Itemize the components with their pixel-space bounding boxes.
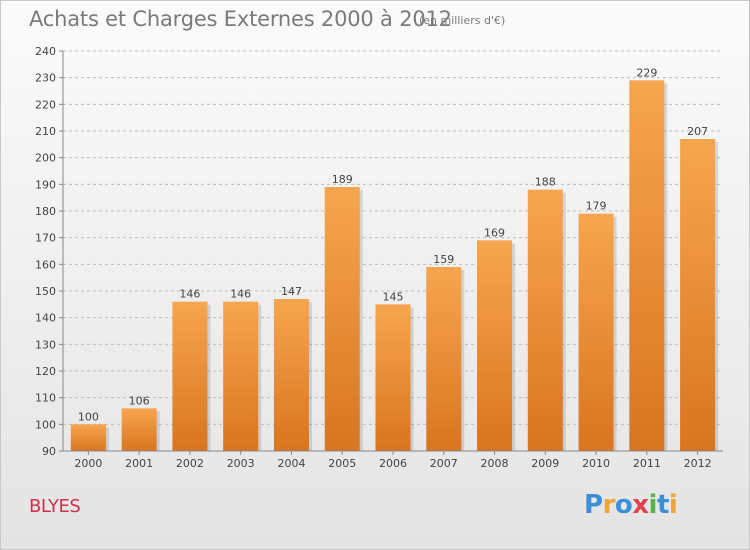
- data-label: 207: [687, 125, 708, 138]
- bar: [426, 267, 462, 451]
- x-tick-label: 2005: [328, 457, 356, 470]
- data-label: 145: [383, 290, 404, 303]
- bar: [527, 189, 563, 451]
- bar: [578, 213, 614, 451]
- bars: 100 106 146 146 147 189 145 159 169 188 179 229 207: [70, 66, 719, 451]
- y-tick-label: 110: [35, 392, 56, 405]
- data-label: 229: [636, 66, 657, 79]
- data-label: 106: [129, 394, 150, 407]
- x-tick-label: 2011: [633, 457, 661, 470]
- x-tick-label: 2004: [277, 457, 305, 470]
- logo-letter: i: [648, 490, 658, 520]
- town-name: BLYES: [29, 496, 81, 517]
- y-tick-label: 230: [35, 72, 56, 85]
- y-tick-label: 120: [35, 365, 56, 378]
- data-label: 169: [484, 226, 505, 239]
- y-tick-label: 130: [35, 338, 56, 351]
- logo-letter: t: [656, 490, 669, 520]
- bar: [273, 299, 309, 451]
- logo-letter: r: [602, 490, 616, 520]
- x-tick-label: 2001: [125, 457, 153, 470]
- bar: [121, 408, 157, 451]
- y-tick-label: 140: [35, 312, 56, 325]
- data-label: 146: [179, 288, 200, 301]
- logo-letter: x: [632, 490, 649, 520]
- data-label: 146: [230, 288, 251, 301]
- data-label: 100: [78, 410, 99, 423]
- logo-letter: P: [584, 490, 603, 520]
- bar: [324, 187, 360, 451]
- x-tick-label: 2000: [74, 457, 102, 470]
- y-tick-label: 200: [35, 152, 56, 165]
- logo-letter: o: [614, 490, 633, 520]
- bar: [629, 80, 665, 451]
- x-tick-label: 2012: [684, 457, 712, 470]
- chart-unit: (en milliers d'€): [419, 14, 506, 27]
- x-tick-label: 2008: [481, 457, 509, 470]
- proxiti-logo: Proxiti: [584, 490, 678, 520]
- bar: [223, 301, 259, 451]
- logo-letter: i: [668, 490, 678, 520]
- y-tick-label: 100: [35, 418, 56, 431]
- x-tick-label: 2010: [582, 457, 610, 470]
- data-label: 159: [433, 253, 454, 266]
- bar: [70, 424, 106, 451]
- bar: [477, 240, 513, 451]
- x-tick-label: 2009: [531, 457, 559, 470]
- y-tick-label: 170: [35, 232, 56, 245]
- chart-title: Achats et Charges Externes 2000 à 2012: [29, 7, 452, 31]
- bar: [172, 301, 208, 451]
- x-tick-label: 2007: [430, 457, 458, 470]
- y-tick-label: 210: [35, 125, 56, 138]
- x-tick-label: 2003: [227, 457, 255, 470]
- y-tick-label: 90: [42, 445, 56, 458]
- y-tick-label: 160: [35, 258, 56, 271]
- axes: 90 100 110 120 130 140 150 160 170 180 190 200 210 22…: [35, 45, 723, 470]
- data-label: 179: [586, 200, 607, 213]
- data-label: 188: [535, 176, 556, 189]
- data-label: 189: [332, 173, 353, 186]
- data-label: 147: [281, 285, 302, 298]
- y-tick-label: 150: [35, 285, 56, 298]
- bar: [680, 139, 716, 451]
- y-tick-label: 240: [35, 45, 56, 58]
- x-tick-label: 2006: [379, 457, 407, 470]
- bar: [375, 304, 411, 451]
- y-tick-label: 220: [35, 98, 56, 111]
- y-tick-label: 180: [35, 205, 56, 218]
- x-tick-label: 2002: [176, 457, 204, 470]
- y-tick-label: 190: [35, 178, 56, 191]
